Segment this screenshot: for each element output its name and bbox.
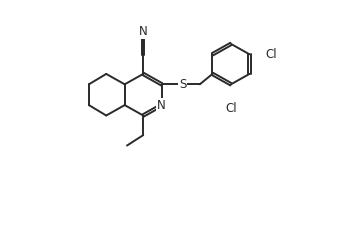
Text: N: N (139, 25, 147, 38)
Text: S: S (179, 78, 186, 91)
Text: Cl: Cl (266, 48, 277, 61)
Text: N: N (157, 99, 166, 112)
Text: Cl: Cl (225, 102, 237, 115)
